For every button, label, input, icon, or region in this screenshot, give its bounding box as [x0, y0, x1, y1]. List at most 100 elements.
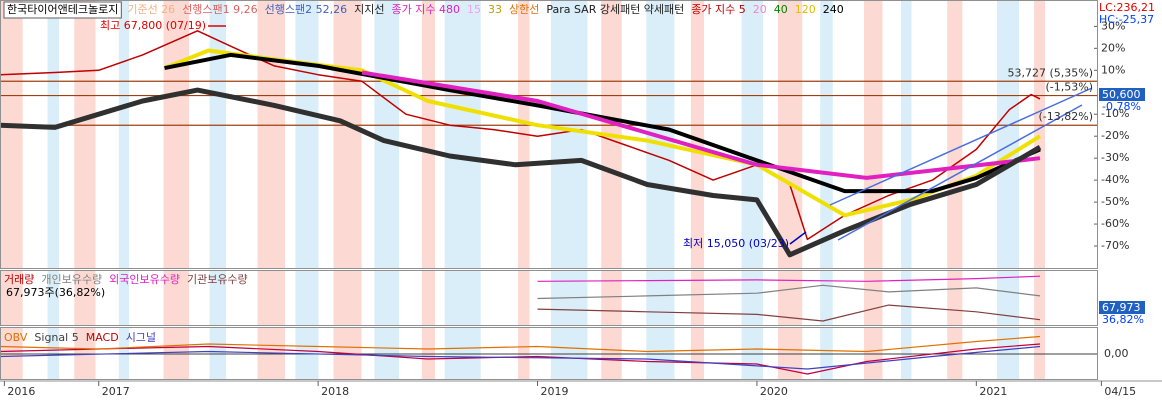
stripe — [421, 271, 436, 326]
trend-line — [837, 104, 1083, 241]
stripe — [435, 1, 445, 269]
level-label: (-13,82%) — [1039, 110, 1094, 123]
last-price: 50,600 — [1102, 88, 1141, 101]
stripe — [163, 1, 190, 269]
stripe — [762, 271, 778, 326]
hc-label: HC:-25,37 — [1099, 13, 1154, 26]
stripe — [646, 271, 675, 326]
stripe — [257, 1, 286, 269]
legend-item: 외국인보유수량 — [109, 273, 180, 286]
stripe — [1019, 271, 1035, 326]
legend-item: 선행스팬2 52,26 — [265, 3, 347, 16]
legend-item: 종가 지수 480 — [392, 3, 460, 16]
annotation: 최저 15,050 (03/23) — [683, 237, 789, 250]
y-tick-label: 0,00 — [1104, 347, 1129, 360]
series-line — [0, 87, 1042, 258]
stripe — [480, 271, 518, 326]
last-value: 36,82% — [1102, 313, 1144, 326]
stripe — [996, 1, 1020, 269]
legend-item: MACD — [86, 331, 119, 344]
legend-item: OBV — [4, 331, 28, 344]
series-line — [0, 335, 1041, 353]
stripe — [59, 1, 75, 269]
x-tick-label: 2017 — [102, 385, 130, 398]
legend-item: 선행스팬1 9,26 — [182, 3, 257, 16]
stripe — [74, 271, 96, 326]
stripe — [762, 1, 778, 269]
y-tick-label: -20% — [1101, 129, 1129, 142]
x-tick-label: 2018 — [321, 385, 349, 398]
stripe — [587, 271, 602, 326]
series-line — [361, 70, 1041, 180]
stripe — [0, 1, 23, 269]
legend-item: 상한선 — [509, 3, 539, 16]
stripe — [257, 271, 286, 326]
x-tick-label: 04/15 — [1104, 385, 1136, 398]
stripe — [318, 271, 334, 326]
stripe — [129, 1, 164, 269]
oscillator-frame — [0, 327, 1098, 380]
stripe — [703, 1, 742, 269]
series-line — [537, 275, 1041, 282]
stripe — [882, 271, 902, 326]
stripe — [74, 1, 96, 269]
frames — [0, 0, 1162, 382]
legend-item: 종가 지수 5 — [691, 3, 745, 16]
stripe — [621, 1, 647, 269]
lc-label: LC:236,21 — [1099, 1, 1155, 14]
last-value: 67,973 — [1102, 301, 1141, 314]
stripe — [741, 1, 763, 269]
stripe — [118, 271, 130, 326]
level-label: (-1,53%) — [1046, 81, 1094, 94]
stripe — [0, 271, 23, 326]
stripe — [690, 271, 704, 326]
stripe — [802, 271, 821, 326]
stripe — [285, 271, 296, 326]
series-line — [164, 52, 1041, 194]
stripe — [703, 271, 742, 326]
level-label: 53,727 (5,35%) — [1007, 66, 1093, 79]
y-tick-label: -50% — [1101, 195, 1129, 208]
stripe — [882, 1, 902, 269]
stripe — [226, 1, 258, 269]
annotation: 최고 67,800 (07/19) — [100, 19, 206, 32]
stripe — [947, 271, 963, 326]
stripe — [399, 271, 422, 326]
stripe — [864, 1, 883, 269]
y-tick-label: 30% — [1101, 19, 1125, 32]
stripe — [674, 271, 691, 326]
legend-item: 개인보유수량 — [41, 273, 102, 286]
legend-item: 120 — [795, 3, 816, 16]
stripe — [444, 271, 481, 326]
legend-title: 한국타이어앤테크놀로지 — [7, 3, 118, 16]
stripe — [189, 271, 210, 326]
legend-item: 시그널 — [126, 331, 156, 344]
legend-item: 기준선 26 — [127, 3, 175, 16]
stripe — [517, 271, 530, 326]
stripe — [996, 271, 1020, 326]
stripe — [820, 271, 833, 326]
stripe — [209, 1, 227, 269]
stripe — [47, 1, 60, 269]
stripe — [129, 271, 164, 326]
stripe — [47, 271, 60, 326]
x-tick-label: 2021 — [979, 385, 1007, 398]
stripe — [295, 1, 319, 269]
stripe — [59, 271, 75, 326]
stripe — [601, 271, 622, 326]
series-line — [0, 345, 1041, 370]
legend-item: 20 — [753, 3, 767, 16]
stripe — [333, 1, 362, 269]
stripe — [911, 1, 948, 269]
legend-title-box — [3, 1, 122, 19]
stripe — [901, 1, 912, 269]
stripe — [399, 1, 422, 269]
x-tick-label: 2019 — [541, 385, 569, 398]
stripes — [0, 1, 1045, 380]
stripe — [118, 1, 130, 269]
plot — [0, 30, 1097, 375]
stripe — [285, 1, 296, 269]
stripe — [529, 1, 551, 269]
stripe — [550, 1, 588, 269]
stripe — [962, 271, 997, 326]
